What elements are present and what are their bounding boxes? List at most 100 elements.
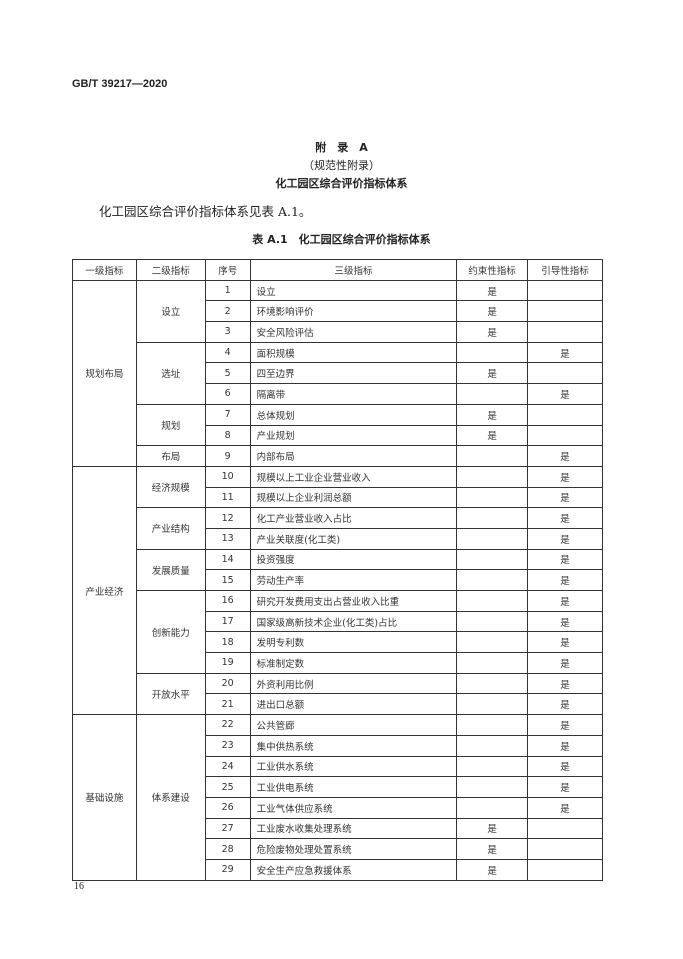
level2-cell: 发展质量 bbox=[135, 548, 206, 592]
index-cell: 28 bbox=[204, 838, 251, 860]
guiding-cell: 是 bbox=[527, 569, 603, 591]
level3-cell: 隔离带 bbox=[249, 383, 458, 405]
index-cell: 4 bbox=[204, 341, 251, 364]
table-row: 15 劳动生产率 是 bbox=[73, 569, 603, 591]
appendix-type: （规范性附录） bbox=[303, 159, 380, 172]
guiding-cell: 是 bbox=[527, 714, 603, 736]
guiding-cell: 是 bbox=[527, 527, 603, 550]
guiding-cell: 是 bbox=[527, 776, 603, 798]
level2-cell: 产业结构 bbox=[135, 507, 206, 550]
mandatory-cell bbox=[456, 465, 529, 488]
column-header: 序号 bbox=[204, 259, 251, 281]
index-cell: 22 bbox=[204, 714, 251, 736]
level3-cell: 劳动生产率 bbox=[249, 569, 458, 591]
table-row: 27 工业废水收集处理系统是 bbox=[73, 817, 603, 840]
index-cell: 15 bbox=[204, 569, 251, 591]
column-header: 二级指标 bbox=[135, 259, 206, 281]
table-row: 11 规模以上企业利润总额 是 bbox=[73, 486, 603, 509]
guiding-cell: 是 bbox=[527, 445, 603, 467]
index-cell: 20 bbox=[204, 672, 251, 695]
index-cell: 29 bbox=[204, 858, 251, 881]
level3-cell: 安全生产应急救援体系 bbox=[249, 858, 458, 881]
table-row: 产业经济 经济规模 10 规模以上工业企业营业收入是 bbox=[72, 465, 603, 716]
level2-cell: 开放水平 bbox=[135, 672, 206, 716]
index-cell: 8 bbox=[204, 424, 251, 447]
index-cell: 3 bbox=[204, 321, 251, 343]
level2-cell: 选址 bbox=[135, 341, 206, 405]
mandatory-cell bbox=[456, 672, 529, 695]
mandatory-cell bbox=[456, 734, 529, 757]
index-cell: 24 bbox=[204, 755, 251, 778]
index-cell: 16 bbox=[204, 590, 251, 612]
level2-cell: 布局 bbox=[135, 445, 206, 467]
level2-cell: 创新能力 bbox=[135, 590, 206, 674]
guiding-cell bbox=[527, 279, 603, 302]
index-cell: 21 bbox=[204, 693, 251, 716]
table-row: 26 工业气体供应系统 是 bbox=[73, 796, 603, 819]
guiding-cell: 是 bbox=[527, 672, 603, 695]
index-cell: 26 bbox=[204, 796, 251, 819]
index-cell: 23 bbox=[204, 734, 251, 757]
index-cell: 17 bbox=[204, 610, 251, 633]
level3-cell: 环境影响评价 bbox=[249, 300, 458, 323]
table-row: 23 集中供热系统 是 bbox=[73, 734, 603, 757]
table-row: 28 危险废物处理处置系统是 bbox=[73, 838, 603, 860]
mandatory-cell bbox=[456, 590, 529, 612]
guiding-cell: 是 bbox=[527, 590, 603, 612]
guiding-cell bbox=[527, 403, 603, 426]
level3-cell: 总体规划 bbox=[249, 403, 458, 426]
index-cell: 9 bbox=[204, 445, 251, 467]
level3-cell: 产业关联度(化工类) bbox=[249, 527, 458, 550]
level3-cell: 规模以上企业利润总额 bbox=[249, 486, 458, 509]
guiding-cell: 是 bbox=[527, 652, 603, 674]
level3-cell: 工业废水收集处理系统 bbox=[249, 817, 458, 840]
appendix-title: 附 录 A bbox=[315, 141, 368, 154]
guiding-cell: 是 bbox=[527, 465, 603, 488]
guiding-cell: 是 bbox=[527, 383, 603, 405]
table-row: 基础设施 体系建设 22 公共管廊是 bbox=[72, 714, 603, 881]
guiding-cell bbox=[527, 300, 603, 323]
index-cell: 18 bbox=[204, 631, 251, 654]
guiding-cell bbox=[527, 858, 603, 881]
guiding-cell: 是 bbox=[527, 507, 603, 529]
index-cell: 13 bbox=[204, 527, 251, 550]
mandatory-cell bbox=[456, 527, 529, 550]
table-row: 24 工业供水系统 是 bbox=[73, 755, 603, 778]
level3-cell: 投资强度 bbox=[249, 548, 458, 571]
mandatory-cell bbox=[456, 714, 529, 736]
mandatory-cell bbox=[456, 652, 529, 674]
level3-cell: 发明专利数 bbox=[249, 631, 458, 654]
guiding-cell bbox=[527, 362, 603, 385]
level2-cell: 设立 bbox=[135, 279, 206, 343]
table-row: 6 隔离带 是 bbox=[73, 383, 603, 405]
table-header-row: 一级指标 二级指标 序号 三级指标 约束性指标 引导性指标 bbox=[72, 259, 603, 281]
guiding-cell: 是 bbox=[527, 796, 603, 819]
table-row: 13 产业关联度(化工类) 是 bbox=[73, 527, 603, 550]
mandatory-cell: 是 bbox=[456, 838, 529, 860]
level3-cell: 安全风险评估 bbox=[249, 321, 458, 343]
index-cell: 19 bbox=[204, 652, 251, 674]
level3-cell: 设立 bbox=[249, 279, 458, 302]
guiding-cell: 是 bbox=[527, 693, 603, 716]
level3-cell: 面积规模 bbox=[249, 341, 458, 364]
page-number: 16 bbox=[74, 881, 84, 892]
level3-cell: 标准制定数 bbox=[249, 652, 458, 674]
level3-cell: 内部布局 bbox=[249, 445, 458, 467]
body-text: 化工园区综合评价指标体系见表 A.1。 bbox=[99, 204, 312, 219]
level1-cell: 产业经济 bbox=[72, 465, 137, 716]
mandatory-cell: 是 bbox=[456, 817, 529, 840]
index-cell: 27 bbox=[204, 817, 251, 840]
guiding-cell: 是 bbox=[527, 341, 603, 364]
table-row: 规划 7 总体规划是 bbox=[73, 403, 603, 447]
column-header: 约束性指标 bbox=[456, 259, 529, 281]
level3-cell: 集中供热系统 bbox=[249, 734, 458, 757]
table-caption: 表 A.1 化工园区综合评价指标体系 bbox=[252, 233, 431, 246]
mandatory-cell bbox=[456, 610, 529, 633]
index-cell: 14 bbox=[204, 548, 251, 571]
mandatory-cell bbox=[456, 693, 529, 716]
table-row: 选址 4 面积规模是 bbox=[73, 341, 603, 405]
level3-cell: 化工产业营业收入占比 bbox=[249, 507, 458, 529]
guiding-cell bbox=[527, 838, 603, 860]
index-cell: 7 bbox=[204, 403, 251, 426]
table-row: 开放水平 20 外资利用比例是 bbox=[73, 672, 603, 716]
